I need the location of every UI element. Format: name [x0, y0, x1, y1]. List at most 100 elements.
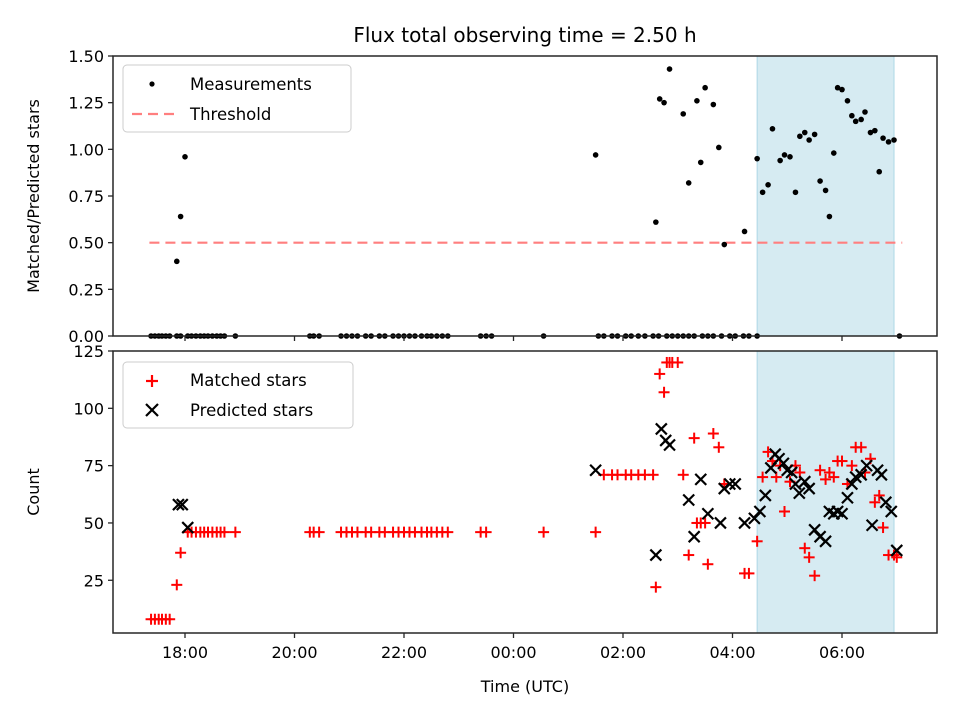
y-tick-label: 25 [84, 571, 104, 590]
matched-star-point [658, 386, 670, 398]
y-tick-label: 0.00 [68, 327, 104, 346]
legend-ratio: Measurements Threshold [122, 64, 352, 133]
chart-title: Flux total observing time = 2.50 h [353, 23, 696, 47]
matched-star-point [702, 558, 714, 570]
measurement-point [680, 111, 687, 117]
matched-star-point [699, 517, 711, 529]
predicted-star-point [890, 544, 904, 557]
measurement-point [694, 98, 700, 104]
predicted-star-point [172, 498, 185, 511]
matched-star-point [814, 464, 826, 476]
matched-star-point [218, 526, 230, 538]
x-tick-label: 22:00 [381, 643, 427, 662]
matched-star-point [855, 441, 867, 453]
measurement-point [754, 155, 760, 162]
predicted-star-point [802, 482, 816, 495]
y-tick-label: 0.50 [68, 234, 104, 253]
legend-matched-marker [146, 375, 158, 387]
measurement-point [702, 84, 708, 91]
panel-counts: 25 50 75 100 125 18:00 20:00 22:00 00:00 02:00 04… [24, 342, 938, 662]
legend-matched-label: Matched stars [190, 371, 307, 390]
y-axis-label-count: Count [24, 468, 43, 516]
predicted-star-point [649, 548, 663, 562]
highlight-span [756, 55, 895, 337]
measurement-point [801, 129, 808, 136]
matched-star-point [873, 489, 885, 501]
measurement-point [787, 154, 793, 160]
y-tick-label: 125 [73, 342, 104, 361]
measurement-point [817, 178, 823, 184]
predicted-star-point [589, 463, 602, 477]
measurement-point [697, 159, 704, 166]
predicted-star-point [884, 505, 898, 518]
measurement-point [653, 219, 659, 225]
measurement-point [592, 152, 599, 158]
y-tick-label: 0.25 [68, 280, 104, 299]
matched-star-point [743, 567, 755, 579]
measurement-point [792, 189, 799, 196]
predicted-star-point [694, 473, 708, 486]
matched-star-point [442, 526, 454, 538]
predicted-star-point [701, 507, 715, 521]
measurement-point [685, 180, 692, 186]
measurement-point [858, 116, 864, 123]
x-tick-label: 02:00 [600, 643, 646, 662]
matched-star-point [313, 526, 325, 538]
matched-star-point [688, 432, 700, 444]
matched-star-point [891, 551, 903, 563]
measurement-point [661, 99, 667, 106]
matched-star-point [171, 579, 183, 591]
predicted-star-point [753, 505, 767, 518]
measurement-point [811, 131, 818, 138]
x-tick-label: 20:00 [271, 643, 317, 662]
matched-star-point [836, 455, 848, 467]
predicted-star-point [819, 535, 832, 548]
predicted-star-point [793, 486, 806, 500]
y-tick-label: 1.25 [68, 94, 104, 113]
measurement-point [839, 86, 845, 93]
measurement-point [765, 182, 771, 188]
predicted-star-point [789, 477, 802, 491]
panel-counts-frame [112, 350, 938, 634]
predicted-star-point [738, 516, 751, 530]
predicted-star-point [728, 477, 742, 491]
y-axis-label-ratio: Matched/Predicted stars [24, 99, 43, 293]
predicted-star-point [860, 459, 873, 472]
matched-star-point [877, 522, 889, 534]
predicted-star-point [714, 516, 727, 530]
measurement-point [822, 187, 829, 194]
legend-predicted-marker [145, 403, 159, 417]
measurement-point [777, 157, 783, 164]
measurement-point [830, 150, 837, 156]
predicted-star-point [181, 521, 195, 534]
measurement-point [872, 127, 878, 134]
y-tick-label: 100 [73, 399, 104, 418]
y-tick-label: 50 [84, 514, 104, 533]
predicted-stars-series [172, 422, 904, 562]
measurement-point [182, 154, 188, 160]
measurement-point [852, 118, 859, 125]
matched-star-point [590, 526, 602, 538]
measurement-point [656, 96, 663, 102]
predicted-star-point [175, 498, 189, 511]
matched-star-point [677, 469, 689, 481]
measurement-point [173, 258, 180, 265]
y-tick-label: 1.50 [68, 47, 104, 66]
predicted-star-point [845, 477, 859, 491]
predicted-star-point [759, 489, 772, 502]
legend-measurements-label: Measurements [190, 75, 312, 94]
matched-star-point [803, 551, 815, 563]
x-tick-label: 06:00 [819, 643, 865, 662]
matched-star-point [846, 460, 858, 472]
matched-star-point [229, 526, 241, 538]
predicted-star-point [865, 518, 879, 532]
predicted-star-point [854, 468, 868, 482]
predicted-star-point [687, 530, 701, 543]
measurement-point [862, 109, 868, 115]
x-tick-label: 04:00 [709, 643, 755, 662]
matched-star-point [713, 441, 725, 453]
predicted-star-point [663, 438, 676, 452]
measurement-point [891, 137, 897, 143]
predicted-star-point [879, 496, 893, 509]
